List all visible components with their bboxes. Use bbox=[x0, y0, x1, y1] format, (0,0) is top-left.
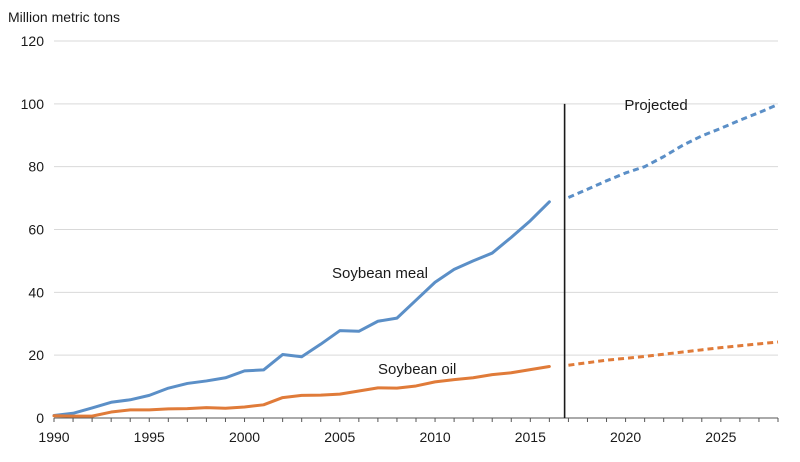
x-tick-label: 2000 bbox=[229, 429, 260, 445]
x-tick-label: 2020 bbox=[610, 429, 641, 445]
series-projection-soybean-oil bbox=[568, 340, 779, 367]
y-tick-label: 100 bbox=[21, 96, 45, 112]
x-tick-label: 1990 bbox=[38, 429, 69, 445]
series-line-soybean-meal bbox=[52, 200, 551, 417]
gridlines bbox=[53, 40, 779, 422]
series-lines bbox=[52, 103, 779, 418]
y-tick-label: 120 bbox=[21, 33, 45, 49]
x-tick-label: 2025 bbox=[705, 429, 736, 445]
series-projection-soybean-meal bbox=[567, 103, 779, 199]
y-axis-tick-labels: 0 20 40 60 80 100 120 bbox=[21, 33, 45, 426]
x-tick-label: 1995 bbox=[134, 429, 165, 445]
x-tick-label: 2010 bbox=[419, 429, 450, 445]
series-line-soybean-oil bbox=[52, 364, 551, 418]
y-tick-label: 60 bbox=[28, 222, 44, 238]
series-label-soybean-meal: Soybean meal bbox=[332, 265, 428, 282]
y-tick-label: 80 bbox=[28, 159, 44, 175]
y-axis-unit-label: Million metric tons bbox=[8, 9, 120, 25]
projected-label: Projected bbox=[624, 97, 687, 114]
x-axis-tick-labels: 1990 1995 2000 2005 2010 2015 2020 2025 bbox=[38, 429, 736, 445]
x-tick-label: 2005 bbox=[324, 429, 355, 445]
series-label-soybean-oil: Soybean oil bbox=[378, 361, 456, 378]
y-tick-label: 20 bbox=[28, 347, 44, 363]
x-tick-label: 2015 bbox=[515, 429, 546, 445]
y-tick-label: 0 bbox=[36, 410, 44, 426]
y-tick-label: 40 bbox=[28, 284, 44, 300]
